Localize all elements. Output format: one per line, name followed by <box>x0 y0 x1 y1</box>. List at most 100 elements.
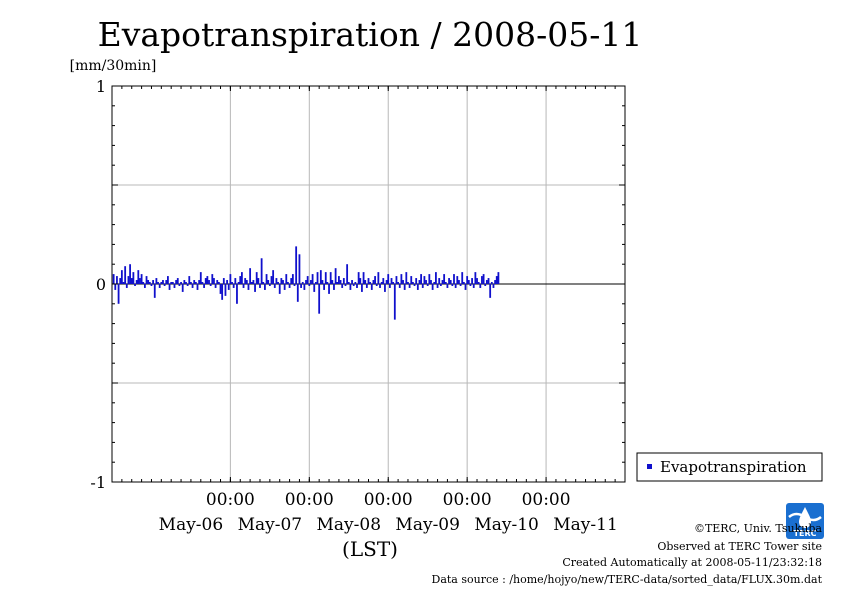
bar <box>311 274 314 284</box>
x-tick-label-date: May-11 <box>553 515 618 535</box>
bar <box>365 284 368 288</box>
bar <box>130 278 133 284</box>
bar <box>124 266 127 284</box>
x-axis-label: (LST) <box>342 537 398 561</box>
bar <box>171 282 174 284</box>
bar <box>157 282 159 284</box>
bar <box>259 284 261 288</box>
bar <box>308 284 311 286</box>
bar <box>351 280 353 284</box>
bar <box>291 274 294 284</box>
bar <box>181 284 184 292</box>
bar <box>357 272 360 284</box>
bar <box>435 272 437 284</box>
x-tick-label-date: May-08 <box>317 515 382 535</box>
bar <box>461 272 464 284</box>
bar <box>232 284 235 288</box>
bar <box>163 284 166 286</box>
chart-title: Evapotranspiration / 2008-05-11 <box>98 15 643 54</box>
bar <box>155 278 158 284</box>
terc-logo-icon: TERC <box>786 503 824 539</box>
bar <box>334 268 337 284</box>
bar <box>114 284 117 290</box>
bar <box>379 284 381 288</box>
bar <box>305 280 307 284</box>
bar <box>449 280 452 284</box>
bar <box>398 284 401 288</box>
bar <box>214 284 217 288</box>
bar <box>153 284 156 298</box>
bar <box>199 272 202 284</box>
bar <box>354 282 357 284</box>
bar <box>211 274 214 284</box>
y-axis-unit: [mm/30min] <box>70 58 157 74</box>
bar <box>186 284 189 286</box>
bar <box>413 284 416 286</box>
bar <box>298 254 301 284</box>
bar <box>390 278 393 284</box>
y-tick-label: 1 <box>96 77 106 96</box>
bar <box>216 280 219 284</box>
bar <box>229 274 232 284</box>
bar <box>362 272 365 284</box>
bar <box>265 274 268 284</box>
x-tick-label-date: May-10 <box>474 515 539 535</box>
logo-text: TERC <box>794 529 817 538</box>
bar <box>495 276 498 284</box>
bar <box>231 282 233 284</box>
bar <box>400 274 403 284</box>
bar <box>382 278 385 284</box>
bar <box>380 282 383 284</box>
bar <box>237 282 240 284</box>
bar <box>462 282 465 284</box>
bar <box>451 284 454 286</box>
bar <box>318 284 321 314</box>
bar <box>387 274 390 284</box>
bar <box>439 284 442 286</box>
bar <box>301 282 304 284</box>
bar <box>477 282 480 284</box>
bar <box>194 282 197 284</box>
bar <box>466 276 469 284</box>
bar <box>494 280 497 284</box>
bar <box>407 282 409 284</box>
bar <box>254 284 256 292</box>
bar <box>377 272 380 284</box>
bar <box>471 278 473 284</box>
bar <box>240 272 243 284</box>
bar <box>150 284 153 286</box>
bar <box>257 278 260 284</box>
footer-site: Observed at TERC Tower site <box>657 540 822 553</box>
bar <box>140 274 143 284</box>
bar <box>168 284 171 290</box>
bar <box>482 274 485 284</box>
bar <box>262 282 265 284</box>
bar <box>213 278 215 284</box>
bar <box>303 284 306 290</box>
bar <box>158 284 161 288</box>
bar <box>183 280 186 284</box>
bar <box>173 284 176 288</box>
bar <box>364 280 367 284</box>
bar <box>458 280 460 284</box>
axis-labels: 00:00 00:00 00:00 00:00 00:00 May-06 May-07 May… <box>90 77 617 535</box>
legend: Evapotranspiration <box>636 452 823 482</box>
bar <box>260 258 263 284</box>
bar <box>344 284 347 286</box>
legend-entry-evapotranspiration: Evapotranspiration <box>660 458 807 476</box>
bar <box>278 284 281 294</box>
bar <box>127 276 130 284</box>
bar <box>472 284 475 288</box>
bar <box>492 284 495 288</box>
bar <box>185 282 187 284</box>
bar <box>280 278 283 284</box>
bar <box>236 284 238 304</box>
bar <box>287 282 289 284</box>
bar <box>191 284 194 288</box>
bar <box>423 276 426 284</box>
bar <box>484 284 487 286</box>
bar <box>283 284 286 290</box>
bar <box>454 284 457 288</box>
bar <box>490 282 493 284</box>
bar <box>328 284 330 294</box>
